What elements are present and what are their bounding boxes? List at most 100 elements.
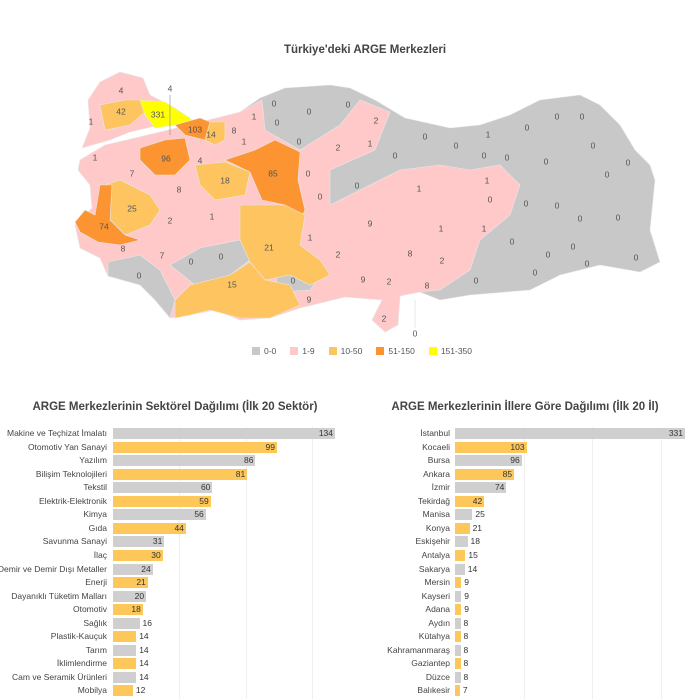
legend-item[interactable]: 0-0: [252, 346, 276, 356]
bar[interactable]: [455, 549, 466, 561]
bar-row[interactable]: Manisa 25: [350, 508, 700, 521]
bar[interactable]: [455, 671, 461, 683]
bar[interactable]: [455, 577, 462, 589]
bar-row[interactable]: Tekirdağ 42: [350, 495, 700, 508]
bar[interactable]: [113, 604, 143, 616]
bar-row[interactable]: İstanbul 331: [350, 427, 700, 440]
bar-value-label: 14: [139, 631, 149, 642]
bar-row[interactable]: Gıda 44: [0, 522, 350, 535]
province-bursa[interactable]: [139, 137, 191, 176]
bar-row[interactable]: Elektrik-Elektronik 59: [0, 495, 350, 508]
legend-swatch: [290, 347, 299, 355]
bar[interactable]: [113, 671, 137, 683]
bar[interactable]: [113, 644, 137, 656]
bar-row[interactable]: Tarım 14: [0, 644, 350, 657]
bar-row[interactable]: Kocaeli 103: [350, 441, 700, 454]
bar[interactable]: [455, 482, 507, 494]
bar[interactable]: [113, 495, 211, 507]
bar[interactable]: [455, 468, 515, 480]
bar-row[interactable]: Bilişim Teknolojileri 81: [0, 468, 350, 481]
bar[interactable]: [113, 577, 148, 589]
bar[interactable]: [455, 644, 461, 656]
bar-row[interactable]: Demir ve Demir Dışı Metaller 24: [0, 563, 350, 576]
bar[interactable]: [455, 428, 685, 439]
bar-row[interactable]: Otomotiv 18: [0, 603, 350, 616]
bar[interactable]: [455, 604, 462, 616]
bar[interactable]: [113, 658, 137, 670]
bar-row[interactable]: Kimya 56: [0, 508, 350, 521]
bar-row[interactable]: Ankara 85: [350, 468, 700, 481]
bar[interactable]: [455, 658, 461, 670]
bar[interactable]: [113, 549, 163, 561]
legend-item[interactable]: 1-9: [290, 346, 315, 356]
bar[interactable]: [455, 441, 527, 453]
bar-row[interactable]: Mobilya 12: [0, 684, 350, 697]
province-value-label: 103: [188, 124, 202, 134]
bar[interactable]: [455, 563, 465, 575]
bar[interactable]: [113, 536, 165, 548]
province-sakarya[interactable]: [204, 121, 226, 146]
bar[interactable]: [113, 428, 335, 439]
bar-row[interactable]: Antalya 15: [350, 549, 700, 562]
bar[interactable]: [113, 522, 186, 534]
province-eskisehir[interactable]: [194, 161, 251, 201]
bar-row[interactable]: Otomotiv Yan Sanayi 99: [0, 441, 350, 454]
bar-row[interactable]: Gaziantep 8: [350, 657, 700, 670]
bar-row[interactable]: Kahramanmaraş 8: [350, 644, 700, 657]
bar-row[interactable]: Aydın 8: [350, 617, 700, 630]
province-mugla[interactable]: [107, 254, 176, 319]
bar-row[interactable]: Kayseri 9: [350, 590, 700, 603]
province-value-label: 0: [219, 251, 224, 261]
province-konya[interactable]: [239, 204, 331, 286]
province-izmir[interactable]: [74, 184, 142, 246]
province-value-label: 1: [210, 211, 215, 221]
bar-row[interactable]: Kütahya 8: [350, 630, 700, 643]
bar-row[interactable]: İlaç 30: [0, 549, 350, 562]
bar[interactable]: [455, 631, 461, 643]
bar[interactable]: [455, 495, 485, 507]
bar[interactable]: [113, 590, 147, 602]
bar-row[interactable]: Enerji 21: [0, 576, 350, 589]
bar-row[interactable]: Bursa 96: [350, 454, 700, 467]
bar[interactable]: [455, 536, 468, 548]
bar-row[interactable]: İklimlendirme 14: [0, 657, 350, 670]
legend-item[interactable]: 151-350: [428, 346, 472, 356]
bar[interactable]: [113, 455, 256, 467]
bar[interactable]: [113, 509, 206, 521]
bar[interactable]: [113, 468, 248, 480]
bar-row[interactable]: Sağlık 16: [0, 617, 350, 630]
bar[interactable]: [455, 617, 461, 629]
bar[interactable]: [113, 617, 140, 629]
bar-row[interactable]: Adana 9: [350, 603, 700, 616]
bar[interactable]: [455, 685, 460, 697]
bar-row[interactable]: Eskişehir 18: [350, 535, 700, 548]
legend-item[interactable]: 51-150: [376, 346, 415, 356]
category-label: Manisa: [422, 509, 450, 520]
bar-row[interactable]: Tekstil 60: [0, 481, 350, 494]
province-value-label: 2: [382, 313, 387, 323]
bar[interactable]: [455, 455, 522, 467]
bar-row[interactable]: Mersin 9: [350, 576, 700, 589]
bar-row[interactable]: Düzce 8: [350, 671, 700, 684]
bar-row[interactable]: Yazılım 86: [0, 454, 350, 467]
bar-row[interactable]: Savunma Sanayi 31: [0, 535, 350, 548]
bar[interactable]: [113, 441, 277, 453]
bar-row[interactable]: İzmir 74: [350, 481, 700, 494]
bar-row[interactable]: Balıkesir 7: [350, 684, 700, 697]
bar[interactable]: [455, 590, 462, 602]
bar[interactable]: [113, 482, 213, 494]
bar[interactable]: [113, 631, 137, 643]
province-antalya[interactable]: [174, 261, 301, 319]
bar[interactable]: [455, 509, 473, 521]
legend-item[interactable]: 10-50: [328, 346, 362, 356]
bar-row[interactable]: Sakarya 14: [350, 563, 700, 576]
bar-row[interactable]: Konya 21: [350, 522, 700, 535]
bar[interactable]: [113, 563, 153, 575]
bar-row[interactable]: Plastik-Kauçuk 14: [0, 630, 350, 643]
bar-row[interactable]: Makine ve Teçhizat İmalatı 134: [0, 427, 350, 440]
bar[interactable]: [455, 522, 470, 534]
bar[interactable]: [113, 685, 133, 697]
bar-row[interactable]: Cam ve Seramik Ürünleri 14: [0, 671, 350, 684]
bar-row[interactable]: Dayanıklı Tüketim Malları 20: [0, 590, 350, 603]
province-ankara[interactable]: [224, 139, 306, 221]
